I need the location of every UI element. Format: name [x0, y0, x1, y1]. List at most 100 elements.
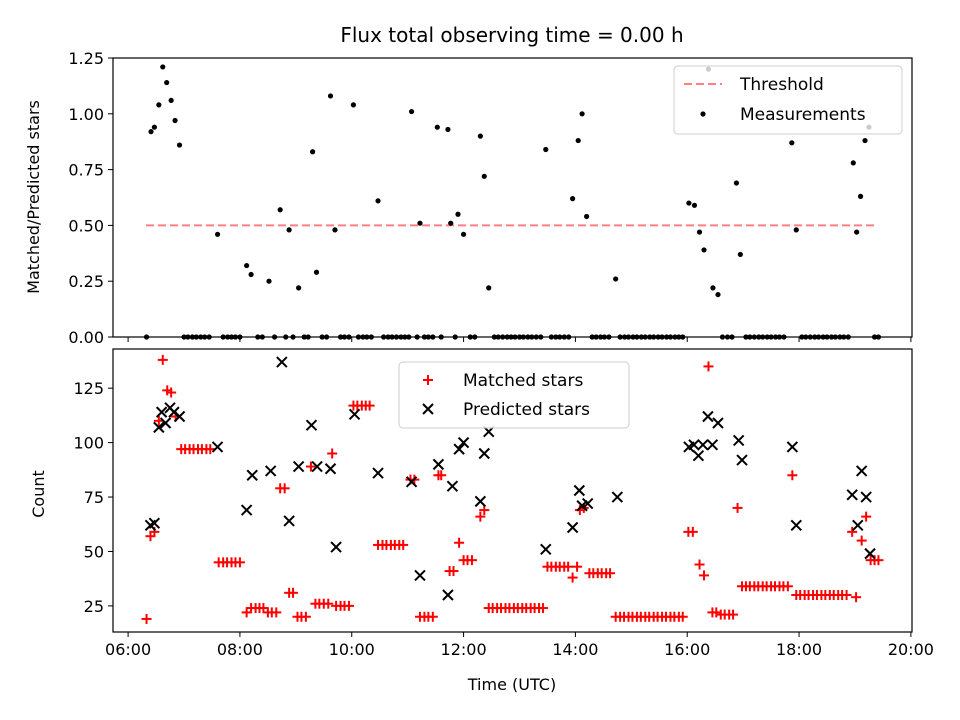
predicted-star-point	[736, 454, 748, 466]
matched-star-point	[537, 603, 548, 614]
predicted-star-point	[324, 463, 337, 475]
measurement-point	[455, 211, 461, 217]
measurement-point	[214, 231, 221, 237]
measurement-point	[156, 102, 162, 108]
measurement-point	[543, 146, 549, 153]
legend-matched-swatch	[423, 375, 433, 385]
bottom-axes-frame	[112, 348, 913, 633]
matched-star-point	[732, 502, 743, 513]
predicted-star-point	[453, 443, 465, 455]
predicted-star-point	[702, 410, 714, 423]
matched-star-point	[364, 400, 375, 411]
predicted-star-point	[155, 406, 168, 418]
measurement-point	[244, 262, 250, 269]
matched-star-point	[479, 505, 490, 516]
predicted-star-point	[283, 515, 295, 527]
predicted-star-point	[566, 521, 579, 534]
matched-star-point	[703, 361, 714, 372]
legend-matched-marker	[423, 375, 433, 385]
top-y-tick-label: 1.25	[68, 49, 104, 68]
bottom-panel: 06:00 08:00 10:00 12:00 14:00 16:00 18:00 20:00…	[29, 348, 934, 694]
legend-measurements-label: Measurements	[740, 105, 866, 125]
bottom-y-tick-label: 125	[73, 379, 104, 398]
matched-star-point	[694, 559, 705, 570]
top-y-tick-label: 1.00	[68, 105, 104, 124]
measurement-point	[696, 229, 703, 235]
matched-star-point	[205, 444, 216, 455]
predicted-star-point	[246, 469, 258, 481]
predicted-star-point	[573, 484, 586, 497]
bottom-legend: Matched stars Predicted stars	[398, 361, 630, 429]
measurement-point	[575, 137, 581, 144]
measurement-point	[583, 213, 590, 220]
matched-star-point	[234, 557, 245, 568]
bottom-x-tick-label: 08:00	[217, 640, 263, 659]
bottom-x-tick-label: 10:00	[329, 640, 375, 659]
measurement-point	[151, 124, 157, 130]
legend-predicted-swatch	[422, 403, 434, 415]
bottom-y-tick-label: 75	[84, 488, 104, 507]
top-y-tick-label: 0.50	[68, 216, 104, 235]
matched-star-point	[847, 526, 858, 537]
matched-star-point	[300, 611, 311, 622]
predicted-star-point	[786, 441, 799, 453]
predicted-star-point	[330, 541, 342, 553]
bottom-y-tick-label: 100	[73, 434, 104, 453]
top-x-ticks	[127, 337, 912, 342]
predicted-star-point	[148, 517, 161, 529]
measurement-point	[160, 64, 166, 70]
top-y-axis-label: Matched/Predicted stars	[24, 100, 43, 294]
matched-star-point	[141, 613, 152, 624]
matched-star-point	[677, 611, 688, 622]
predicted-star-point	[697, 439, 709, 451]
predicted-star-point	[688, 439, 700, 451]
bottom-x-ticks: 06:00 08:00 10:00 12:00 14:00 16:00 18:00 20:00	[105, 632, 934, 659]
matched-star-point	[873, 555, 884, 566]
predicted-star-point	[474, 495, 487, 508]
matched-star-point	[567, 572, 578, 583]
matched-star-point	[841, 589, 852, 600]
matched-star-point	[241, 607, 252, 618]
predicted-star-point	[414, 569, 426, 582]
matched-star-point	[861, 511, 872, 522]
predicted-star-point	[292, 460, 305, 473]
matched-star-point	[851, 592, 862, 603]
measurement-point	[460, 231, 467, 237]
predicted-star-point	[581, 497, 594, 510]
measurement-point	[445, 126, 451, 133]
predicted-star-point	[442, 589, 454, 601]
predicted-star-point	[305, 419, 318, 431]
measurement-point	[793, 227, 799, 233]
predicted-star-point	[706, 439, 719, 451]
predicted-star-point	[348, 408, 361, 421]
top-y-tick-label: 0.00	[68, 328, 104, 347]
predicted-star-point	[732, 434, 745, 447]
predicted-star-point	[432, 458, 445, 471]
top-legend: Threshold Measurements	[673, 65, 903, 135]
legend-predicted-label: Predicted stars	[463, 400, 590, 420]
measurement-point	[176, 142, 183, 148]
predicted-star-point	[153, 421, 165, 434]
bottom-y-ticks: 25 50 75 100 125	[73, 379, 113, 616]
measurement-point	[148, 129, 154, 135]
measurement-point	[266, 278, 272, 284]
matched-star-point	[271, 607, 282, 618]
measurement-point	[854, 229, 860, 235]
measurement-point	[570, 196, 576, 202]
measurement-point	[613, 276, 619, 282]
top-y-ticks: 0.00 0.25 0.50 0.75 1.00 1.25	[68, 49, 113, 347]
matched-star-point	[343, 600, 354, 611]
predicted-star-point	[540, 543, 552, 555]
predicted-star-point	[790, 519, 802, 532]
measurement-point	[477, 133, 483, 139]
measurement-point	[350, 102, 357, 108]
predicted-star-point	[446, 480, 459, 492]
measurement-point	[310, 149, 316, 155]
top-y-tick-label: 0.25	[68, 272, 104, 291]
legend-threshold-label: Threshold	[739, 75, 824, 95]
measurement-point	[857, 193, 864, 199]
predicted-star-point	[478, 447, 490, 460]
measurement-point	[686, 200, 692, 206]
matched-star-point	[728, 609, 739, 620]
matched-star-point	[605, 568, 616, 579]
